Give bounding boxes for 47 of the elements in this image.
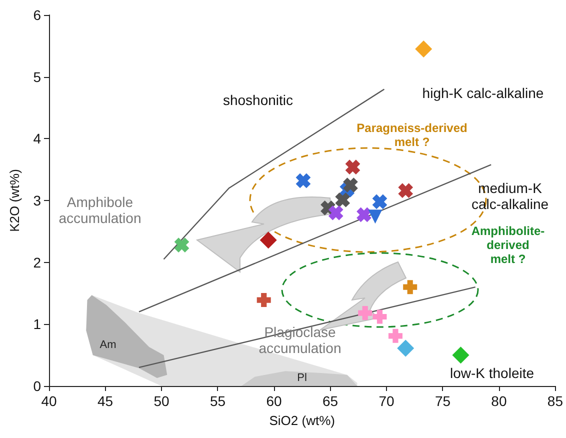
x-tick-label: 85 — [547, 393, 564, 409]
y-tick-label: 4 — [33, 130, 42, 147]
point — [397, 340, 414, 357]
point — [328, 205, 344, 220]
point — [372, 194, 388, 210]
annotation: shoshonitic — [222, 92, 294, 108]
annotation: low-K tholeite — [450, 365, 534, 381]
annotation: Pl — [297, 372, 307, 384]
point — [335, 192, 350, 208]
annotation: Am — [100, 339, 116, 351]
annotation: Paragneiss-derived melt ? — [356, 121, 468, 149]
point — [415, 40, 432, 58]
point — [403, 280, 418, 294]
y-tick-label: 2 — [33, 254, 42, 270]
annotation: medium-K calc-alkaline — [471, 180, 549, 212]
point — [356, 207, 372, 222]
x-tick-label: 70 — [378, 393, 394, 409]
annotation: Amphibolite- derived melt ? — [471, 224, 545, 266]
x-tick-label: 50 — [154, 393, 170, 409]
y-tick-label: 6 — [33, 7, 42, 23]
x-tick-label: 45 — [97, 393, 114, 409]
x-tick-label: 55 — [210, 393, 226, 409]
y-tick-label: 0 — [33, 378, 42, 394]
point — [452, 346, 470, 364]
annotation: Amphibole accumulation — [58, 194, 142, 226]
point — [343, 178, 358, 192]
y-tick-label: 3 — [33, 192, 42, 208]
point — [260, 232, 277, 249]
y-tick-label: 5 — [33, 68, 42, 85]
y-tick-label: 1 — [33, 316, 42, 332]
x-tick-label: 60 — [266, 393, 282, 409]
x-tick-label: 75 — [434, 393, 451, 409]
x-axis-title: SiO2 (wt%) — [269, 413, 335, 428]
point — [358, 306, 372, 320]
point — [388, 328, 402, 343]
x-tick-label: 80 — [491, 393, 507, 409]
point — [345, 160, 360, 175]
point — [296, 173, 311, 188]
annotation: high-K calc-alkaline — [422, 85, 544, 101]
point — [398, 183, 414, 198]
point — [372, 310, 387, 324]
point — [368, 210, 382, 224]
y-axis-title: K2O (wt%) — [7, 169, 22, 232]
point — [174, 238, 190, 252]
point — [256, 293, 271, 308]
x-tick-label: 65 — [322, 393, 338, 409]
x-tick-label: 40 — [41, 393, 57, 409]
